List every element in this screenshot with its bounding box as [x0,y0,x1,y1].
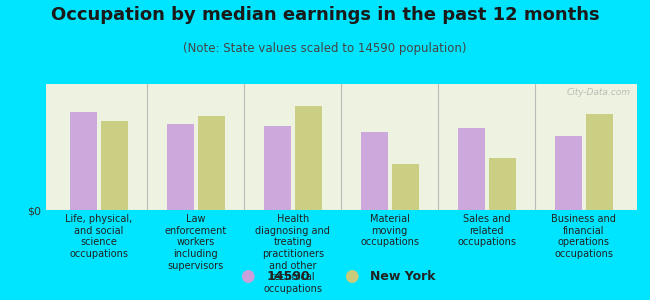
Text: Occupation by median earnings in the past 12 months: Occupation by median earnings in the pas… [51,6,599,24]
Text: City-Data.com: City-Data.com [567,88,631,97]
Bar [198,116,225,210]
Bar [166,124,194,210]
Bar [489,158,516,210]
Bar [458,128,485,210]
Bar [101,121,128,210]
Text: ●: ● [344,267,358,285]
Text: 14590: 14590 [266,269,310,283]
Bar [586,114,613,210]
Bar [70,112,97,210]
Text: New York: New York [370,269,436,283]
Bar [392,164,419,210]
Text: ●: ● [240,267,254,285]
Bar [361,132,388,210]
Bar [294,106,322,210]
Bar [264,126,291,210]
Text: (Note: State values scaled to 14590 population): (Note: State values scaled to 14590 popu… [183,42,467,55]
Bar [554,136,582,210]
